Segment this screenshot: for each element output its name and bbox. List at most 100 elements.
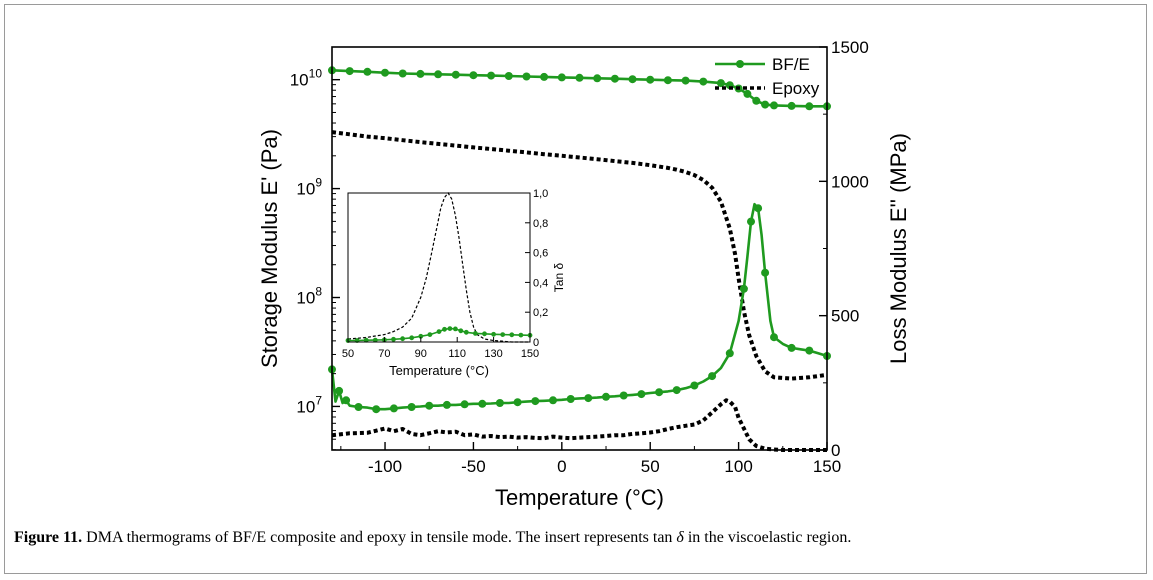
series-point-bf-e-left — [575, 73, 584, 82]
inset-series-point-bf-e — [458, 328, 464, 334]
main-right-y-ticks: 0 500 1000 1500 — [819, 38, 869, 460]
right-y-tick-label: 1000 — [831, 172, 869, 191]
series-point-bf-e-left — [416, 69, 425, 78]
series-point-bf-e-left — [504, 72, 513, 80]
figure-caption-delta-symbol: δ — [676, 529, 684, 546]
series-point-bf-e-right — [335, 386, 344, 395]
series-point-bf-e-right — [761, 268, 770, 277]
series-point-bf-e-left — [699, 77, 708, 86]
inset-y-tick-label: 0 — [533, 337, 539, 349]
series-point-bf-e-right — [602, 392, 610, 401]
main-right-y-axis-label: Loss Modulus E'' (MPa) — [886, 133, 911, 364]
inset-series-point-bf-e — [418, 333, 424, 339]
inset-series-point-bf-e — [372, 337, 378, 343]
series-point-bf-e-right — [690, 381, 699, 390]
series-point-bf-e-left — [398, 69, 407, 78]
series-point-bf-e-right — [770, 333, 778, 342]
inset-series-point-bf-e — [491, 331, 496, 337]
series-point-bf-e-right — [442, 400, 451, 409]
inset-background — [348, 193, 530, 342]
series-point-bf-e-left — [628, 75, 637, 84]
series-point-bf-e-right — [787, 343, 796, 352]
inset-y-axis-label: Tan δ — [552, 263, 566, 293]
legend-bfe-marker — [736, 60, 744, 68]
series-point-bf-e-left — [716, 79, 725, 88]
inset-series-point-bf-e — [473, 331, 478, 336]
series-point-bf-e-left — [663, 76, 672, 85]
inset-series-point-bf-e — [453, 326, 458, 332]
inset-x-tick-label: 90 — [415, 348, 427, 360]
inset-series-point-bf-e — [442, 326, 447, 332]
figure-caption-label: Figure 11. — [14, 529, 83, 546]
inset-series-point-bf-e — [427, 332, 433, 337]
series-point-bf-e-left — [487, 71, 496, 80]
series-point-bf-e-right — [513, 398, 522, 407]
series-point-bf-e-right — [747, 217, 755, 226]
series-point-bf-e-left — [593, 74, 602, 83]
inset-series-point-bf-e — [409, 335, 415, 341]
series-point-bf-e-left — [770, 101, 778, 110]
left-y-tick-label: 1010 — [290, 67, 323, 90]
inset-series-point-bf-e — [363, 337, 369, 343]
series-point-bf-e-left — [540, 72, 549, 81]
inset-y-tick-label: 0,2 — [533, 307, 548, 319]
series-point-bf-e-right — [725, 349, 734, 358]
series-point-bf-e-left — [787, 101, 796, 110]
inset-series-point-bf-e — [482, 331, 487, 337]
x-tick-label: 150 — [813, 457, 841, 476]
inset-x-tick-label: 130 — [484, 348, 502, 360]
inset-series-point-bf-e — [500, 332, 506, 337]
inset-series-point-bf-e — [463, 329, 469, 335]
inset-x-tick-label: 50 — [342, 348, 354, 360]
inset-series-point-bf-e — [447, 326, 453, 331]
series-point-bf-e-right — [372, 405, 381, 414]
right-y-tick-label: 500 — [831, 307, 859, 326]
series-point-bf-e-left — [610, 74, 619, 83]
series-point-bf-e-right — [478, 399, 487, 408]
inset-x-ticks: 50 70 90 110 130 150 — [342, 337, 539, 360]
series-point-bf-e-right — [566, 395, 575, 403]
series-point-bf-e-left — [557, 73, 566, 82]
series-point-bf-e-left — [451, 70, 460, 79]
series-line-epoxy-right — [331, 398, 827, 452]
series-point-bf-e-right — [672, 386, 681, 395]
inset-x-tick-label: 110 — [448, 348, 466, 360]
inset-x-tick-label: 70 — [378, 348, 390, 360]
series-point-bf-e-left — [345, 67, 354, 76]
series-point-bf-e-right — [619, 391, 628, 400]
series-point-bf-e-right — [549, 396, 557, 405]
series-point-bf-e-right — [342, 396, 351, 405]
series-point-bf-e-right — [425, 401, 434, 410]
series-point-bf-e-right — [584, 394, 593, 403]
series-point-bf-e-right — [495, 399, 504, 407]
figure-caption-text-1: DMA thermograms of BF/E composite and ep… — [82, 529, 677, 546]
series-point-bf-e-right — [739, 284, 748, 293]
left-y-tick-label: 107 — [296, 393, 322, 416]
main-left-y-axis-label: Storage Modulus E' (Pa) — [257, 129, 282, 368]
x-tick-label: 0 — [557, 457, 566, 476]
series-point-bf-e-right — [354, 403, 363, 411]
right-y-tick-label: 1500 — [831, 38, 869, 57]
series-point-bf-e-right — [637, 390, 646, 399]
main-left-y-ticks: 107 108 109 1010 — [290, 67, 340, 451]
series-point-bf-e-right — [754, 204, 763, 213]
series-point-bf-e-left — [381, 68, 389, 77]
inset-y-tick-label: 0,4 — [533, 277, 548, 289]
series-point-bf-e-left — [681, 76, 690, 85]
series-point-bf-e-right — [531, 397, 540, 406]
series-point-bf-e-right — [805, 346, 814, 355]
inset-y-tick-label: 0,6 — [533, 248, 548, 260]
figure-caption: Figure 11. DMA thermograms of BF/E compo… — [14, 529, 1134, 547]
inset-y-tick-label: 0,8 — [533, 218, 548, 230]
main-x-axis-label: Temperature (°C) — [495, 485, 664, 510]
series-point-bf-e-left — [743, 89, 752, 98]
x-tick-label: -50 — [461, 457, 486, 476]
inset-plot: 50 70 90 110 130 150 0 0,2 0,4 0,6 0,8 1,0 Tempera… — [342, 188, 566, 378]
legend-epoxy-label: Epoxy — [772, 79, 820, 98]
figure-frame — [4, 4, 1147, 574]
series-point-bf-e-left — [469, 71, 478, 80]
inset-plot-frame — [347, 192, 531, 343]
series-point-bf-e-left — [752, 96, 761, 105]
figure-caption-text-2: in the viscoelastic region. — [683, 529, 852, 546]
